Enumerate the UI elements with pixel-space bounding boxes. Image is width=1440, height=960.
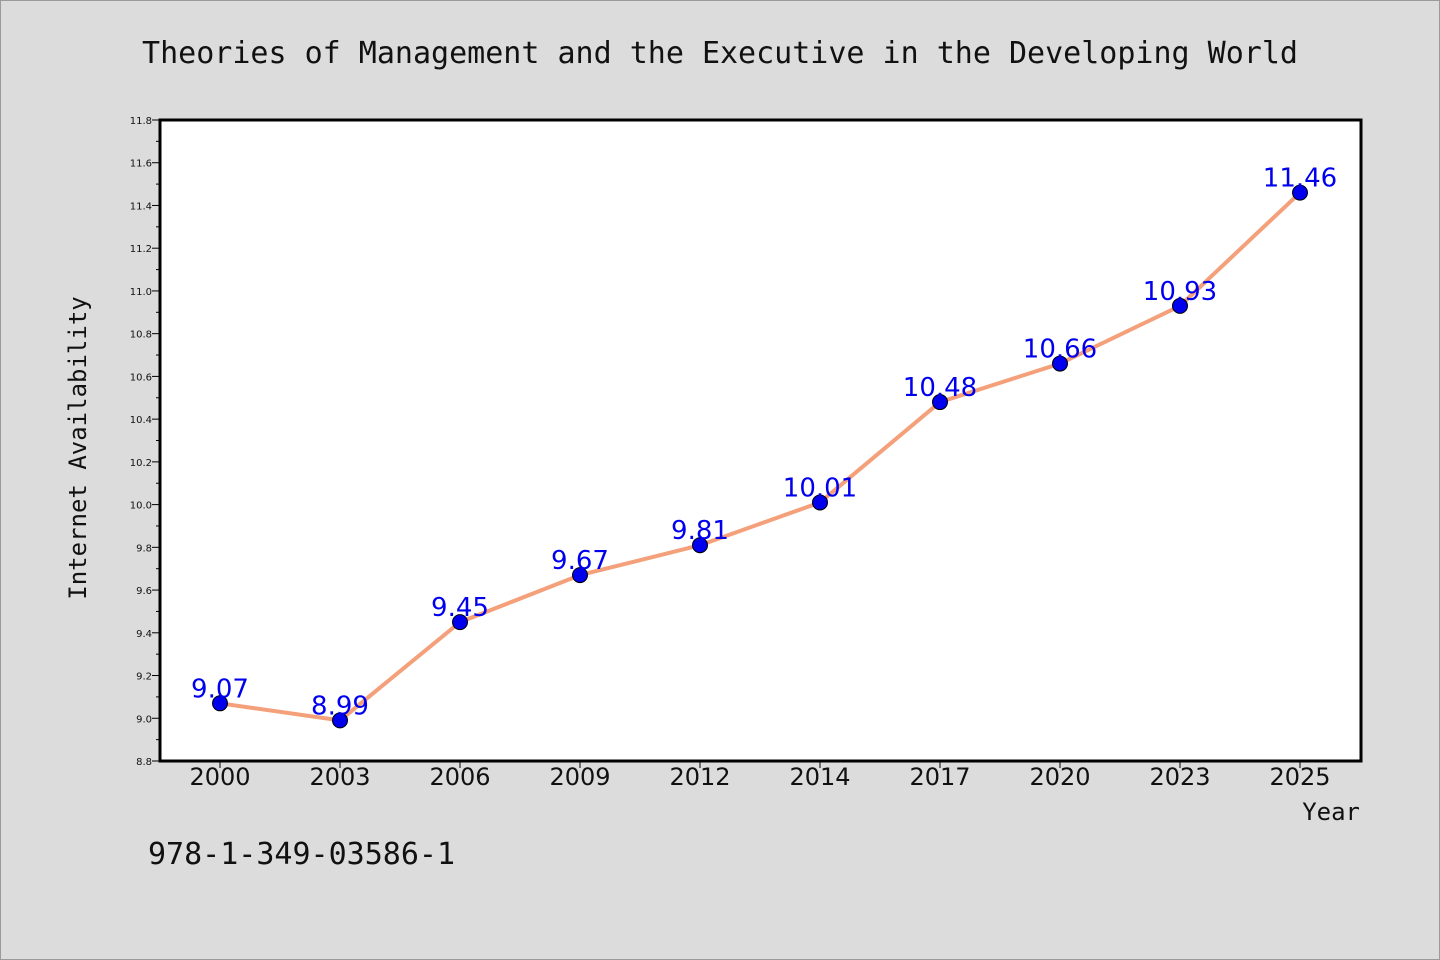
data-label: 10.01	[783, 473, 857, 503]
x-tick-label: 2023	[1149, 763, 1210, 791]
x-tick-label: 2000	[189, 763, 250, 791]
y-axis-ticks: 8.8 9.0 9.2 9.4 9.6 9.8 10.0 10.2 10.4 10.6 10.8 11…	[130, 116, 160, 768]
y-tick-label: 10.0	[130, 501, 152, 512]
data-point	[932, 394, 948, 411]
y-tick-label: 11.8	[130, 116, 152, 127]
data-point	[1172, 297, 1188, 314]
y-tick-label: 11.2	[130, 244, 152, 255]
y-tick-label: 11.4	[130, 201, 152, 212]
y-tick-label: 10.2	[130, 458, 152, 469]
y-tick-label: 11.0	[130, 287, 152, 298]
plot-frame	[158, 118, 1363, 763]
data-label: 9.67	[551, 546, 609, 576]
data-point	[812, 494, 828, 511]
x-tick-label: 2012	[669, 763, 730, 791]
x-axis-ticks: 2000 2003 2006 2009 2012 2014 2017 2020 2023 2025	[189, 761, 1331, 791]
x-tick-label: 2003	[309, 763, 370, 791]
data-markers	[212, 184, 1308, 729]
plot-area	[160, 120, 1361, 761]
data-point	[572, 567, 588, 584]
data-point	[1292, 184, 1308, 201]
isbn-text: 978-1-349-03586-1	[148, 837, 455, 872]
x-tick-label: 2020	[1029, 763, 1090, 791]
y-tick-label: 8.8	[136, 757, 152, 768]
data-label: 8.99	[311, 691, 369, 721]
x-tick-label: 2006	[429, 763, 490, 791]
y-tick-label: 9.4	[136, 629, 152, 640]
data-label: 11.46	[1263, 164, 1337, 194]
y-tick-label: 10.6	[130, 372, 152, 383]
x-tick-label: 2014	[789, 763, 850, 791]
data-point	[332, 712, 348, 729]
y-axis-label: Internet Availability	[64, 296, 92, 599]
data-point	[452, 614, 468, 631]
y-tick-label: 9.2	[136, 672, 152, 683]
data-label: 9.45	[431, 593, 489, 623]
y-tick-label: 10.8	[130, 330, 152, 341]
data-label: 9.81	[671, 516, 729, 546]
y-tick-label: 9.8	[136, 543, 152, 554]
data-point	[212, 695, 228, 712]
x-tick-label: 2025	[1269, 763, 1330, 791]
x-tick-label: 2009	[549, 763, 610, 791]
data-label: 9.07	[191, 674, 249, 704]
data-point	[692, 537, 708, 554]
y-tick-label: 11.6	[130, 159, 152, 170]
chart-title: Theories of Management and the Executive…	[142, 36, 1298, 71]
data-label: 10.93	[1143, 277, 1217, 307]
y-tick-label: 10.4	[130, 415, 152, 426]
x-tick-label: 2017	[909, 763, 970, 791]
data-label: 10.66	[1023, 335, 1097, 365]
series-line	[219, 191, 1302, 723]
y-tick-label: 9.6	[136, 586, 152, 597]
y-tick-label: 9.0	[136, 714, 152, 725]
data-labels: 9.07 8.99 9.45 9.67 9.81 10.01 10.48 10.66 10.93…	[191, 164, 1337, 722]
data-label: 10.48	[903, 373, 977, 403]
x-axis-label: Year	[1302, 798, 1360, 826]
data-point	[1052, 355, 1068, 372]
